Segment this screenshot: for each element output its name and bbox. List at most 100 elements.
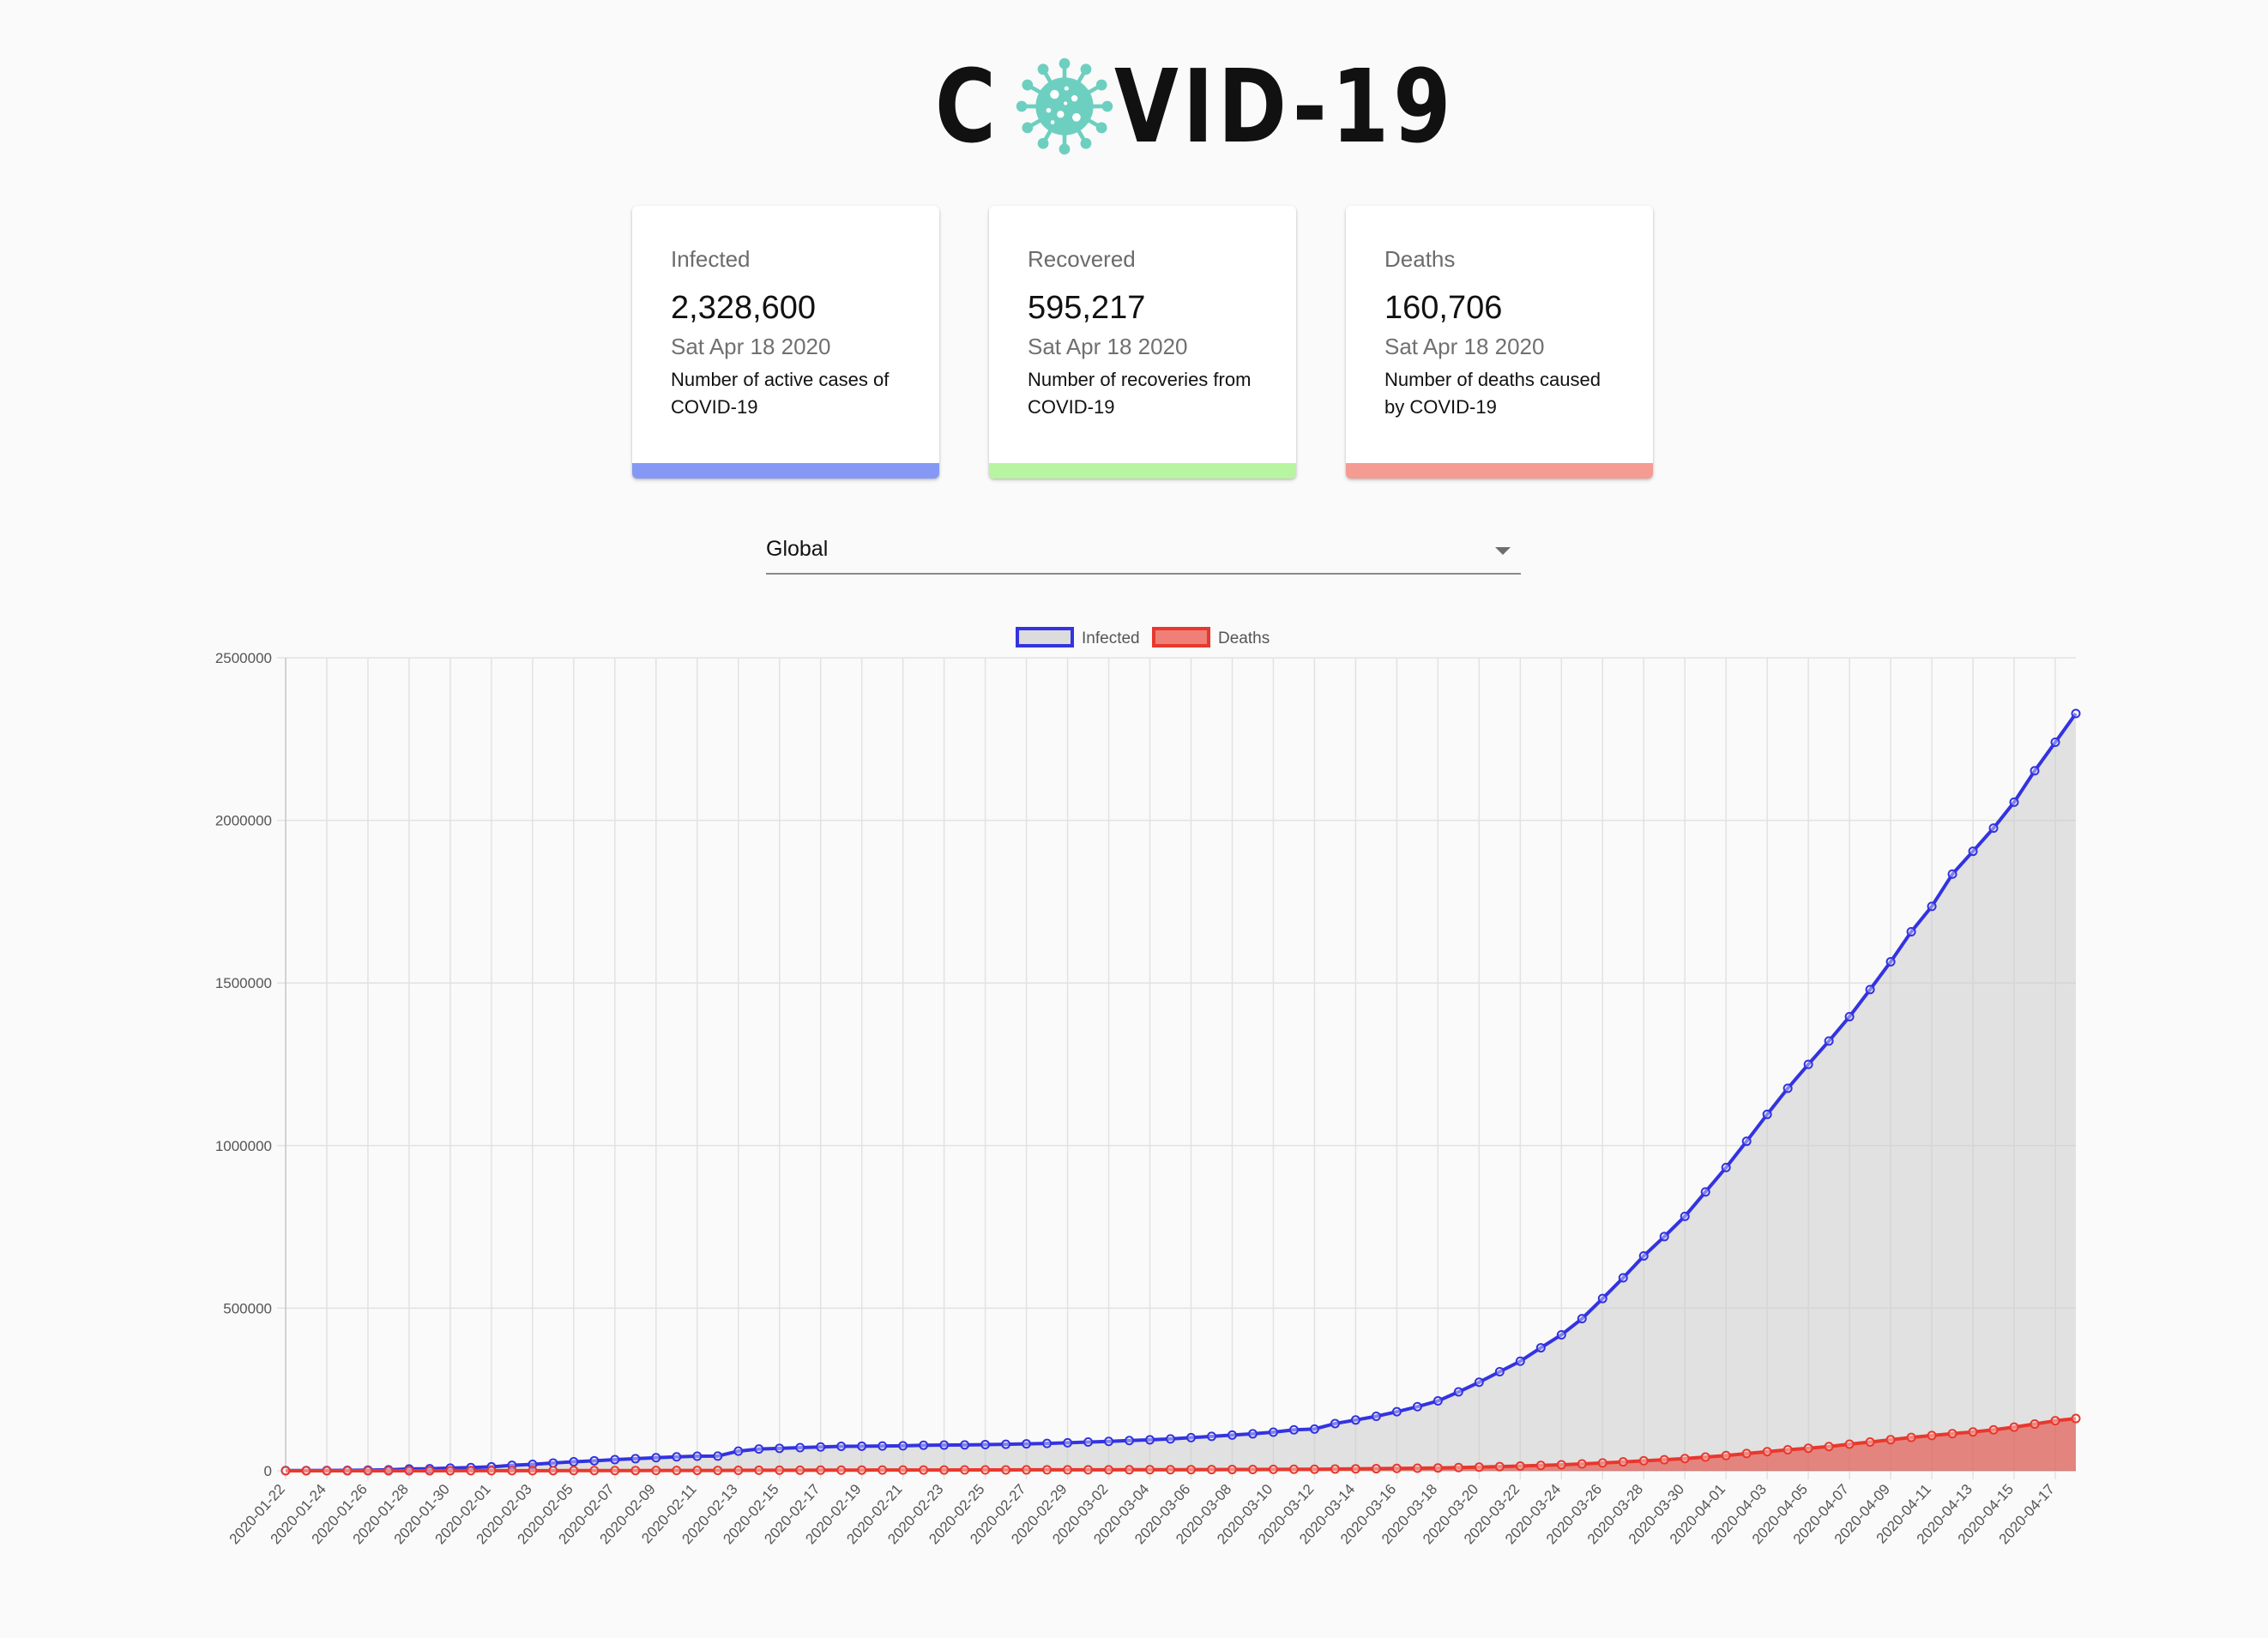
covid-19-logo: C VID-19 <box>935 56 1529 157</box>
data-point-deaths <box>1371 1464 1381 1474</box>
data-point-deaths <box>1680 1454 1690 1464</box>
data-point-infected <box>1268 1427 1278 1437</box>
data-point-infected <box>630 1454 641 1464</box>
data-point-deaths <box>2071 1413 2081 1424</box>
data-point-infected <box>1782 1083 1793 1093</box>
data-point-deaths <box>1865 1437 1875 1448</box>
virus-spike-tip <box>1080 137 1091 149</box>
data-point-infected <box>733 1446 744 1456</box>
data-point-infected <box>939 1440 950 1450</box>
data-point-deaths <box>630 1466 641 1476</box>
data-point-deaths <box>2050 1416 2060 1426</box>
y-tick-label: 1500000 <box>215 975 272 991</box>
data-point-infected <box>1494 1367 1505 1377</box>
data-point-deaths <box>2009 1422 2019 1432</box>
data-point-deaths <box>1288 1464 1299 1474</box>
data-point-deaths <box>1063 1465 1073 1475</box>
data-point-infected <box>1638 1250 1649 1261</box>
data-point-deaths <box>342 1466 353 1476</box>
data-point-infected <box>1659 1232 1669 1242</box>
card-color-bar <box>989 463 1296 479</box>
data-point-deaths <box>1597 1458 1608 1468</box>
data-point-deaths <box>672 1466 682 1476</box>
legend-swatch-infected <box>1016 627 1074 647</box>
card-date: Sat Apr 18 2020 <box>1384 334 1545 359</box>
data-point-deaths <box>1844 1439 1855 1449</box>
y-tick-label: 1000000 <box>215 1138 272 1154</box>
data-point-deaths <box>1782 1445 1793 1455</box>
card-title: Infected <box>671 246 751 272</box>
data-point-deaths <box>301 1466 311 1476</box>
data-point-infected <box>836 1442 847 1452</box>
data-point-deaths <box>1741 1448 1752 1459</box>
data-point-infected <box>1721 1162 1731 1172</box>
data-point-infected <box>2071 708 2081 719</box>
data-point-deaths <box>713 1466 723 1476</box>
data-point-deaths <box>569 1466 579 1476</box>
data-point-deaths <box>1638 1455 1649 1466</box>
data-point-deaths <box>383 1466 394 1476</box>
data-point-deaths <box>1247 1464 1258 1474</box>
data-point-infected <box>1618 1273 1628 1283</box>
legend-label-deaths: Deaths <box>1218 629 1270 647</box>
card-value: 160,706 <box>1384 290 1503 326</box>
data-point-infected <box>1927 901 1937 912</box>
virus-icon <box>1016 57 1113 155</box>
data-point-infected <box>1680 1211 1690 1221</box>
data-point-infected <box>1700 1187 1710 1197</box>
data-point-deaths <box>1022 1465 1032 1475</box>
dropdown-arrow-icon[interactable] <box>1495 547 1511 555</box>
data-point-deaths <box>1268 1464 1278 1474</box>
data-point-deaths <box>486 1466 497 1476</box>
data-point-deaths <box>1227 1465 1237 1475</box>
data-point-infected <box>2009 797 2019 807</box>
country-select[interactable]: Global <box>766 528 1521 575</box>
data-point-deaths <box>1700 1452 1710 1462</box>
data-point-infected <box>713 1451 723 1461</box>
data-point-infected <box>1125 1436 1135 1446</box>
data-point-deaths <box>960 1465 970 1475</box>
data-point-deaths <box>1968 1427 1978 1437</box>
data-point-deaths <box>1083 1465 1094 1475</box>
data-point-deaths <box>404 1466 414 1476</box>
data-point-deaths <box>980 1465 991 1475</box>
data-point-deaths <box>857 1465 867 1475</box>
data-point-deaths <box>589 1466 600 1476</box>
data-point-infected <box>1185 1432 1196 1442</box>
data-point-infected <box>1556 1329 1566 1340</box>
data-point-infected <box>878 1441 888 1451</box>
data-point-infected <box>1741 1136 1752 1147</box>
data-point-deaths <box>528 1466 538 1476</box>
data-point-infected <box>960 1440 970 1450</box>
virus-spike-tip <box>1037 137 1049 149</box>
data-point-deaths <box>363 1466 373 1476</box>
data-point-infected <box>1350 1415 1360 1425</box>
card-description: Number of recoveries from COVID-19 <box>1028 369 1252 418</box>
data-point-deaths <box>692 1466 703 1476</box>
data-point-infected <box>2030 766 2040 776</box>
data-point-infected <box>1597 1293 1608 1304</box>
data-point-deaths <box>548 1466 558 1476</box>
data-point-deaths <box>1494 1461 1505 1472</box>
data-point-deaths <box>1350 1464 1360 1474</box>
card-color-bar <box>1346 463 1653 479</box>
data-point-deaths <box>1330 1464 1340 1474</box>
data-point-infected <box>1577 1314 1587 1324</box>
y-tick-label: 0 <box>264 1463 272 1479</box>
card-description: Number of active cases of COVID-19 <box>671 369 890 418</box>
series-area-deaths <box>286 1418 2076 1471</box>
data-point-infected <box>1247 1429 1258 1439</box>
data-point-infected <box>1474 1377 1484 1388</box>
infected-card: Infected 2,328,600 Sat Apr 18 2020 Numbe… <box>632 206 939 479</box>
data-point-deaths <box>1185 1465 1196 1475</box>
data-point-infected <box>1145 1435 1155 1445</box>
data-point-deaths <box>280 1466 291 1476</box>
data-point-infected <box>1865 985 1875 995</box>
data-point-infected <box>672 1452 682 1462</box>
data-point-infected <box>919 1440 929 1450</box>
data-point-deaths <box>1309 1464 1319 1474</box>
data-point-deaths <box>1001 1465 1011 1475</box>
data-point-infected <box>1001 1439 1011 1449</box>
data-point-infected <box>1309 1424 1319 1434</box>
data-point-infected <box>569 1457 579 1467</box>
